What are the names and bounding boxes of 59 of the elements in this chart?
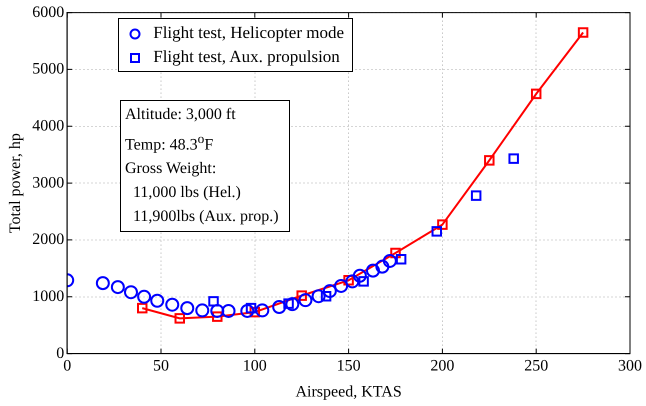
point: [366, 264, 380, 278]
point: [437, 219, 448, 230]
point: [312, 289, 326, 304]
point: [432, 226, 442, 237]
annotation: Gross Weight:: [125, 159, 218, 180]
point: [470, 190, 482, 201]
point: [375, 260, 390, 274]
point: [578, 27, 588, 38]
point: [390, 248, 401, 258]
point: [352, 268, 367, 283]
x-tick-label: 200: [430, 357, 454, 374]
point: [484, 155, 495, 166]
point: [240, 304, 254, 318]
point: [180, 301, 194, 316]
x-tick-label: 300: [618, 357, 642, 374]
point: [255, 303, 270, 318]
x-tick-label: 150: [336, 357, 361, 374]
point: [272, 300, 286, 314]
point: [508, 153, 519, 164]
y-tick-label: 5000: [32, 60, 64, 78]
y-tick-label: 1000: [32, 288, 64, 305]
y-tick-label: 0: [56, 344, 64, 362]
y-axis-title: Total power, hp: [6, 133, 24, 234]
point: [334, 278, 348, 293]
legend-label: Flight test, Aux. propulsion: [153, 47, 340, 66]
point: [110, 280, 125, 294]
point: [195, 303, 210, 318]
point: [382, 254, 397, 268]
y-tick-label: 6000: [32, 4, 64, 21]
point: [250, 306, 260, 318]
point: [124, 285, 138, 300]
point: [530, 88, 542, 100]
point: [96, 276, 110, 290]
point: [298, 293, 312, 308]
point: [396, 254, 406, 264]
x-axis-title: Airspeed, KTAS: [295, 384, 402, 401]
point: [208, 296, 219, 307]
annotation: Altitude: 3,000 ft: [125, 105, 237, 125]
x-tick-label: 50: [153, 357, 169, 374]
y-tick-label: 3000: [32, 174, 64, 192]
point: [137, 302, 148, 314]
point: [165, 298, 180, 312]
point: [358, 276, 369, 287]
point: [174, 313, 186, 324]
point: [345, 274, 360, 288]
point: [222, 304, 236, 318]
point: [285, 297, 300, 312]
x-tick-label: 250: [524, 357, 548, 374]
x-tick-label: 100: [242, 357, 267, 374]
point: [150, 294, 164, 308]
point: [137, 290, 152, 304]
annotation: 11,000 lbs (Hel.): [132, 183, 242, 204]
legend-label: Flight test, Helicopter mode: [153, 23, 344, 42]
point: [210, 304, 224, 318]
point: [322, 284, 337, 298]
y-tick-label: 4000: [32, 117, 64, 134]
y-tick-label: 2000: [32, 231, 64, 248]
annotation: Temp: 48.3$^{o}$F: [125, 130, 214, 156]
annotation: 11,900lbs (Aux. prop.): [132, 207, 279, 228]
